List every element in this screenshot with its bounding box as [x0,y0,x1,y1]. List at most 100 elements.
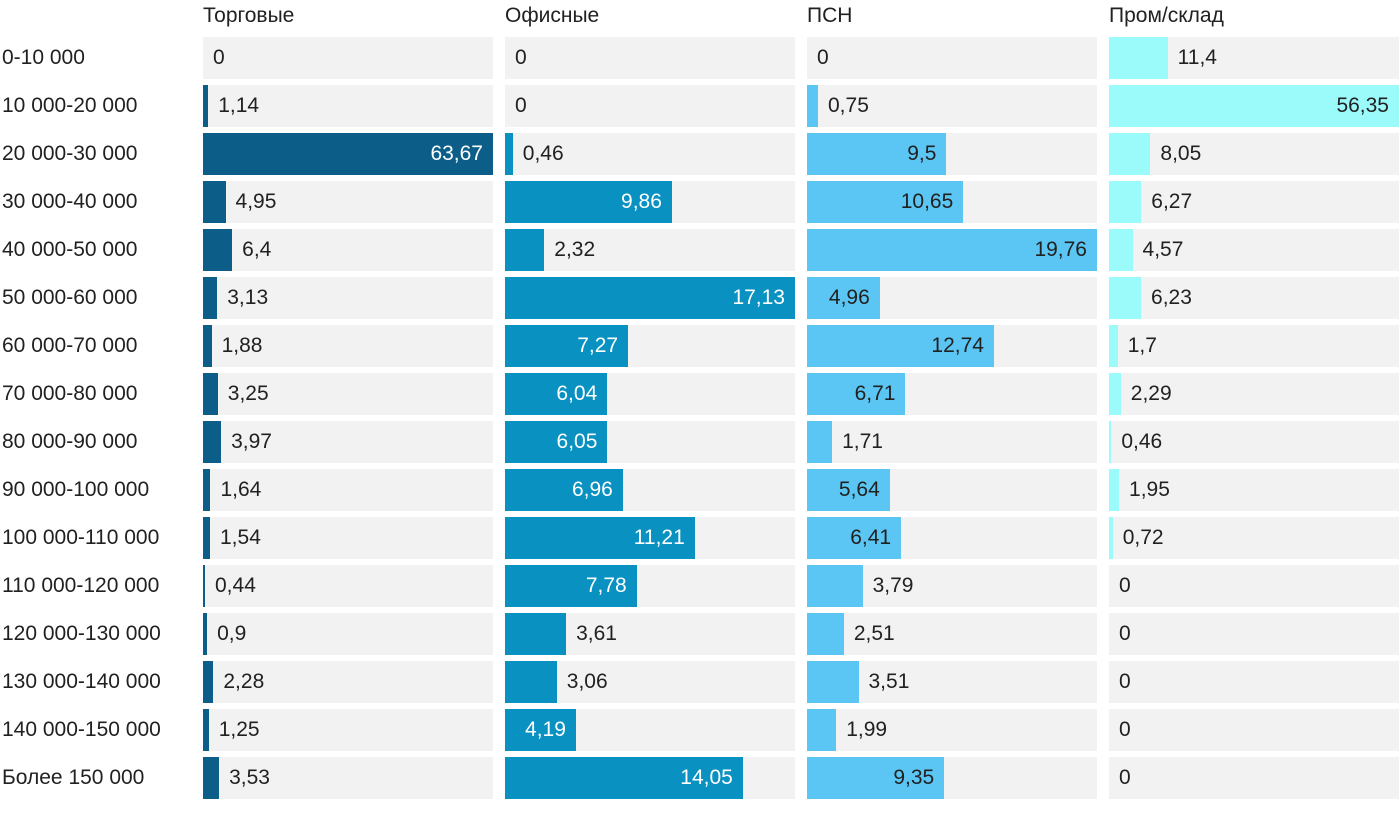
bar [203,613,208,655]
chart-row: 60 000-70 000 1,88 7,27 12,74 1,7 [0,325,1400,367]
value-label: 8,05 [1160,142,1202,165]
value-label: 14,05 [680,766,733,789]
bar-track: 6,71 [807,373,1097,415]
value-label: 0,46 [522,142,564,165]
bar-track: 0 [1109,661,1399,703]
value-label: 1,88 [221,334,263,357]
bar-track: 6,41 [807,517,1097,559]
bar-track: 3,61 [505,613,795,655]
chart-row: Более 150 000 3,53 14,05 9,35 0 [0,757,1400,799]
row-label: 60 000-70 000 [2,334,138,357]
bar-track: 6,27 [1109,181,1399,223]
row-label: 110 000-120 000 [2,574,160,597]
bar: 10,65 [807,181,964,223]
bar-track: 11,4 [1109,37,1399,79]
value-label: 7,27 [577,334,619,357]
bar-track: 6,96 [505,469,795,511]
bar [807,421,833,463]
bar-track: 1,14 [203,85,493,127]
bar-track: 12,74 [807,325,1097,367]
bar: 6,05 [505,421,608,463]
bar-track: 3,79 [807,565,1097,607]
bar-track: 3,25 [203,373,493,415]
value-label: 1,71 [842,430,883,453]
bar-track: 0 [1109,709,1399,751]
value-label: 0 [1119,766,1131,789]
bar [1109,517,1113,559]
bar-track: 0 [203,37,493,79]
column-header-ofisnye: Офисные [505,4,600,27]
chart-row: 100 000-110 000 1,54 11,21 6,41 0,72 [0,517,1400,559]
bar-track: 9,86 [505,181,795,223]
value-label: 56,35 [1336,94,1389,117]
chart-row: 70 000-80 000 3,25 6,04 6,71 2,29 [0,373,1400,415]
bar [1109,37,1168,79]
bar: 9,5 [807,133,947,175]
bar-track: 5,64 [807,469,1097,511]
chart-row: 0-10 000 0 0 0 11,4 [0,37,1400,79]
bar: 63,67 [203,133,493,175]
value-label: 1,64 [220,478,262,501]
row-label: 130 000-140 000 [2,670,161,693]
value-label: 0 [515,46,527,69]
bar [203,181,226,223]
bar: 9,35 [807,757,945,799]
row-label: Более 150 000 [2,766,145,789]
value-label: 0,72 [1122,526,1164,549]
bar [807,661,859,703]
row-label: 50 000-60 000 [2,286,138,309]
value-label: 3,79 [872,574,914,597]
value-label: 6,23 [1151,286,1192,309]
bar [807,709,837,751]
value-label: 6,05 [556,430,598,453]
value-label: 4,95 [235,190,277,213]
value-label: 3,25 [227,382,269,405]
value-label: 3,13 [227,286,269,309]
bar: 6,96 [505,469,623,511]
bar-track: 3,51 [807,661,1097,703]
value-label: 4,19 [525,718,566,741]
value-label: 0,44 [215,574,256,597]
bar-track: 17,13 [505,277,795,319]
value-label: 6,04 [556,382,598,405]
chart-row: 90 000-100 000 1,64 6,96 5,64 1,95 [0,469,1400,511]
bar-track: 9,5 [807,133,1097,175]
bar-track: 1,95 [1109,469,1399,511]
value-label: 0,9 [217,622,247,645]
value-label: 1,54 [220,526,261,549]
bar-track: 0 [505,85,795,127]
value-label: 0 [213,46,225,69]
chart-row: 20 000-30 000 63,67 0,46 9,5 8,05 [0,133,1400,175]
row-label: 90 000-100 000 [2,478,150,501]
bar-track: 7,27 [505,325,795,367]
value-label: 6,71 [854,382,896,405]
bar [505,661,557,703]
header-spacer [0,3,191,28]
bar [807,613,844,655]
bar-track: 0 [807,37,1097,79]
bar [203,661,214,703]
bar: 6,04 [505,373,608,415]
value-label: 0 [1119,574,1131,597]
bar-track: 63,67 [203,133,493,175]
bar-track: 1,99 [807,709,1097,751]
bar-track: 8,05 [1109,133,1399,175]
value-label: 4,96 [828,286,870,309]
value-label: 2,28 [223,670,265,693]
value-label: 4,57 [1142,238,1184,261]
value-label: 6,96 [571,478,613,501]
bar: 56,35 [1109,85,1399,127]
bar-track: 3,97 [203,421,493,463]
column-header-psn: ПСН [807,4,853,27]
bar [1109,469,1120,511]
bar-track: 1,54 [203,517,493,559]
bar-track: 0,75 [807,85,1097,127]
bar-track: 3,06 [505,661,795,703]
bar: 17,13 [505,277,795,319]
bar: 12,74 [807,325,994,367]
value-label: 0 [817,46,829,69]
bar-track: 14,05 [505,757,795,799]
bar [1109,133,1151,175]
bar [203,709,209,751]
column-headers: Торговые Офисные ПСН Пром/склад [0,3,1400,28]
